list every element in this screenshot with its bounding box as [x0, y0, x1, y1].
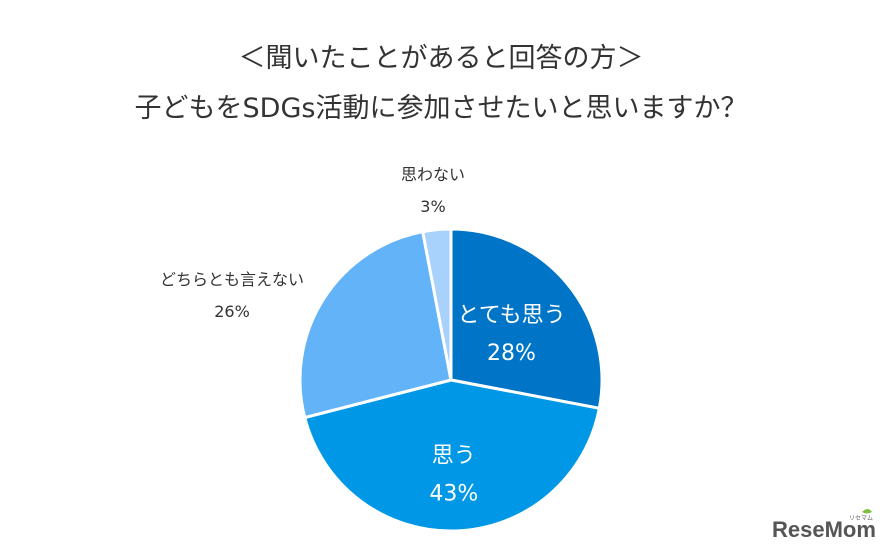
pie-slice-1 — [449, 227, 604, 410]
slice-value-2: 43% — [429, 482, 478, 507]
pie-labels: とても思う 28% 思う 43% どちらとも言えない 26% 思わない 3% — [160, 165, 566, 507]
pie-slice-4 — [421, 227, 453, 382]
logo-leaf-icon — [862, 509, 872, 514]
slice-value-1: 28% — [487, 341, 536, 366]
slice-label-1: とても思う — [457, 303, 565, 328]
logo-wordmark: ReseMom — [772, 517, 876, 542]
slice-value-3: 26% — [214, 302, 250, 321]
pie-slices — [298, 227, 604, 533]
pie-slice-2 — [303, 378, 601, 533]
slice-label-3: どちらとも言えない — [160, 270, 304, 289]
slice-label-2: 思う — [432, 444, 476, 469]
logo-kana: リセマム — [849, 515, 873, 522]
chart-subtitle: ＜聞いたことがあると回答の方＞ — [239, 43, 644, 74]
slice-label-4: 思わない — [401, 165, 465, 184]
pie-slice-3 — [298, 230, 453, 420]
chart-title: 子どもをSDGs活動に参加させたいと思いますか？ — [135, 93, 748, 124]
slice-value-4: 3% — [420, 197, 445, 216]
resemom-logo: ReseMom リセマム — [772, 509, 876, 542]
